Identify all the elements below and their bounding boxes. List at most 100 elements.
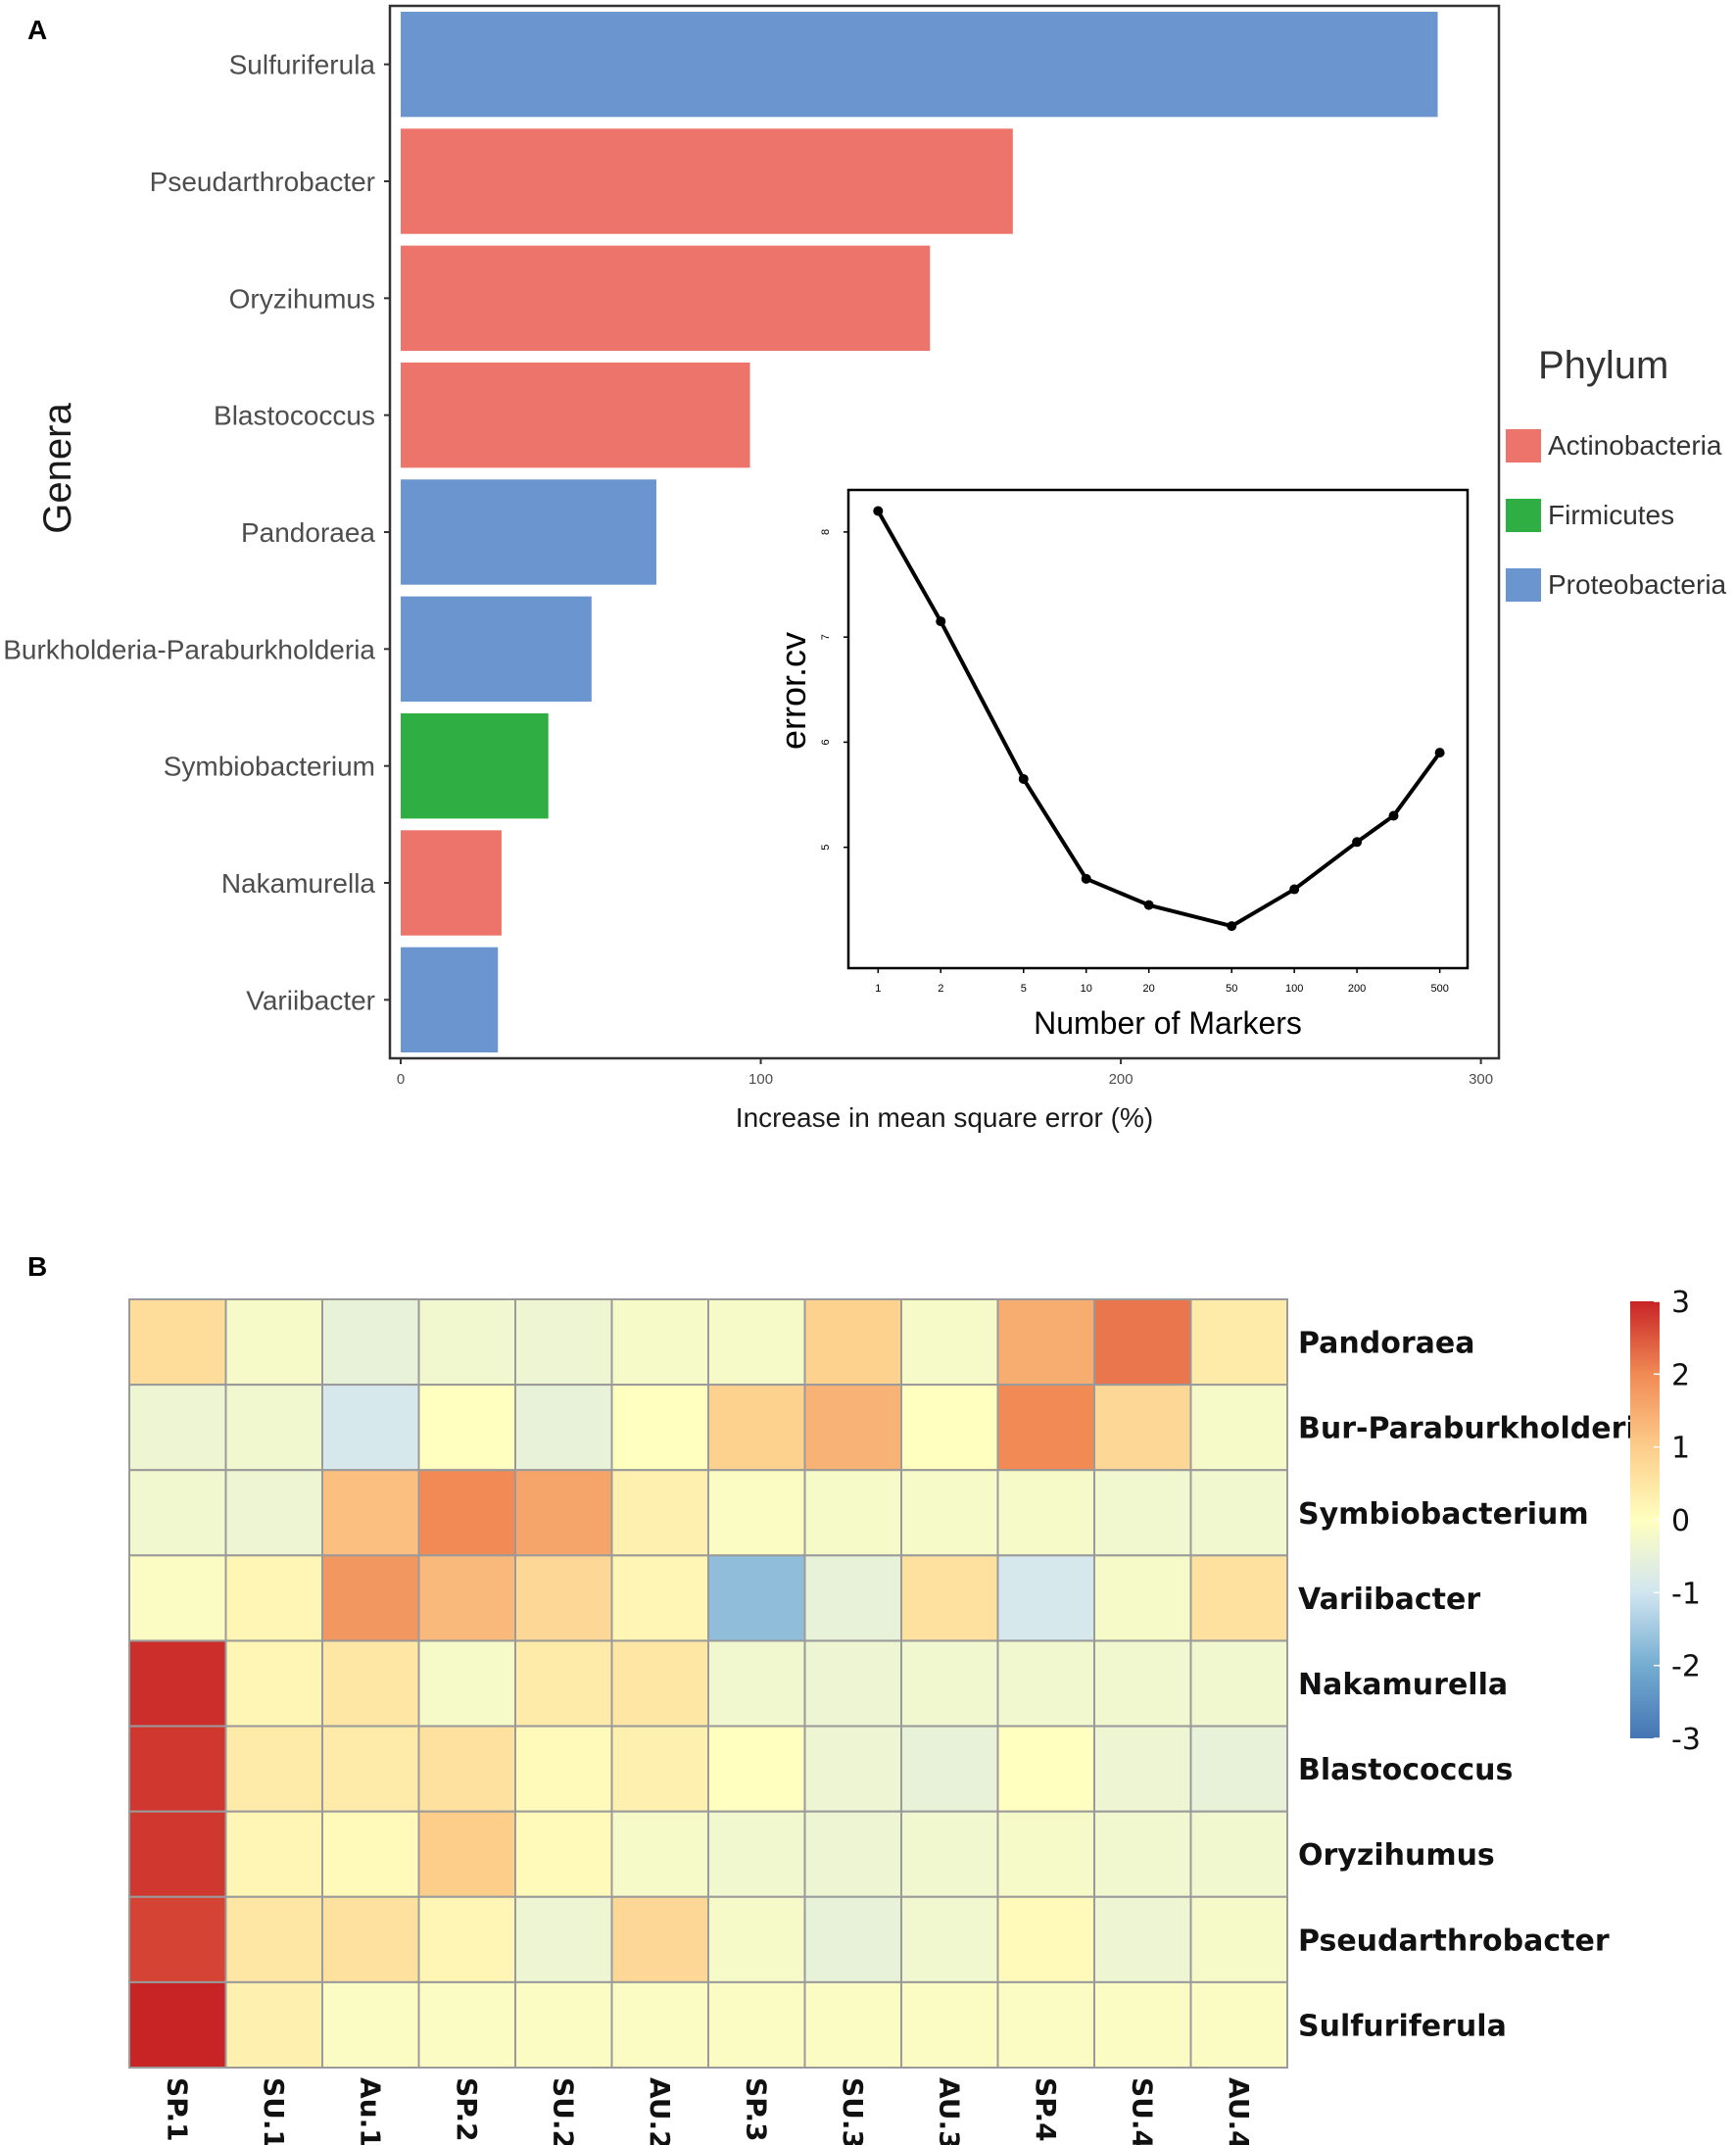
heatmap-cell-nakamurella-au-4: [1189, 1639, 1288, 1728]
heatmap-cell-sulfuriferula-sp-1: [128, 1980, 227, 2070]
heatmap-cell-bur-paraburkholderia-su-1: [224, 1384, 323, 1472]
bar-oryzihumus: [401, 245, 931, 352]
heatmap-cell-nakamurella-au-1: [321, 1639, 420, 1728]
inset-point-20: [1143, 900, 1154, 910]
heatmap-cell-pseudarthrobacter-au-2: [610, 1895, 709, 1983]
heatmap-cell-oryzihumus-au-1: [321, 1810, 420, 1898]
heatmap-cell-pseudarthrobacter-sp-4: [996, 1895, 1095, 1983]
legend-swatch-proteobacteria: [1506, 568, 1541, 602]
heatmap-cell-blastococcus-sp-2: [417, 1725, 516, 1813]
y-tick-label-pandoraea: Pandoraea: [241, 517, 375, 548]
heatmap-cell-symbiobacterium-au-3: [900, 1469, 999, 1557]
y-tick-label-pseudarthrobacter: Pseudarthrobacter: [150, 167, 375, 197]
inset-point-5: [1018, 773, 1029, 784]
inset-point-100: [1289, 884, 1300, 895]
legend-label-proteobacteria: Proteobacteria: [1548, 569, 1727, 600]
legend-label-firmicutes: Firmicutes: [1548, 500, 1674, 530]
heatmap-cell-sulfuriferula-su-2: [514, 1980, 613, 2070]
heatmap-cell-pandoraea-au-4: [1189, 1298, 1288, 1387]
heatmap-cell-bur-paraburkholderia-sp-4: [996, 1384, 1095, 1472]
heatmap-col-label-su-2: SU.2: [547, 2077, 579, 2145]
heatmap-cell-oryzihumus-sp-1: [128, 1810, 227, 1898]
y-tick-label-nakamurella: Nakamurella: [221, 868, 376, 899]
heatmap-cell-nakamurella-sp-4: [996, 1639, 1095, 1728]
bar-pseudarthrobacter: [401, 128, 1013, 234]
inset-error-line: [876, 510, 1442, 929]
heatmap-cell-variibacter-su-2: [514, 1554, 613, 1642]
heatmap-col-label-sp-1: SP.1: [161, 2077, 193, 2142]
y-tick-label-oryzihumus: Oryzihumus: [229, 283, 375, 314]
bar-sulfuriferula: [401, 11, 1438, 118]
y-tick-label-sulfuriferula: Sulfuriferula: [229, 50, 376, 80]
heatmap-cell-sulfuriferula-su-4: [1093, 1980, 1192, 2070]
heatmap-cell-oryzihumus-su-1: [224, 1810, 323, 1898]
panel-a-inset-line-chart: 1 2 5 10 20 50 100 200 500 5 6 7 8 Number of Markers e…: [773, 488, 1470, 1041]
inset-x-tick-label-200: 200: [1348, 983, 1366, 995]
colorbar-tick-label-0: 0: [1671, 1504, 1690, 1538]
inset-x-tick-label-2: 2: [938, 983, 943, 995]
heatmap-cell-variibacter-sp-3: [707, 1554, 806, 1642]
heatmap-cell-oryzihumus-sp-4: [996, 1810, 1095, 1898]
heatmap-cell-blastococcus-sp-1: [128, 1725, 227, 1813]
heatmap-cell-blastococcus-su-1: [224, 1725, 323, 1813]
heatmap-cell-oryzihumus-su-4: [1093, 1810, 1192, 1898]
heatmap-cell-sulfuriferula-sp-4: [996, 1980, 1095, 2070]
x-tick-label-300: 300: [1469, 1071, 1493, 1088]
heatmap-cell-nakamurella-au-2: [610, 1639, 709, 1728]
heatmap-cell-oryzihumus-sp-3: [707, 1810, 806, 1898]
x-tick-label-0: 0: [397, 1071, 405, 1088]
heatmap-cell-symbiobacterium-su-3: [803, 1469, 902, 1557]
heatmap-cell-oryzihumus-au-2: [610, 1810, 709, 1898]
inset-point-200: [1352, 837, 1363, 848]
heatmap-cell-variibacter-su-3: [803, 1554, 902, 1642]
heatmap-cell-symbiobacterium-sp-3: [707, 1469, 806, 1557]
heatmap-cell-bur-paraburkholderia-su-3: [803, 1384, 902, 1472]
heatmap-cell-sulfuriferula-sp-2: [417, 1980, 516, 2070]
inset-y-tick-label-7: 7: [820, 634, 832, 640]
heatmap-cell-pseudarthrobacter-au-3: [900, 1895, 999, 1983]
inset-y-tick-label-8: 8: [820, 529, 832, 535]
legend-title: Phylum: [1538, 344, 1668, 387]
heatmap-col-label-su-4: SU.4: [1126, 2077, 1158, 2145]
heatmap-colorbar: 3 2 1 0 -1 -2 -3: [1630, 1286, 1701, 1757]
heatmap-row-label-bur-paraburkholderia: Bur-Paraburkholderia: [1298, 1412, 1656, 1446]
heatmap-cell-pandoraea-sp-1: [128, 1298, 227, 1387]
heatmap-cell-blastococcus-sp-4: [996, 1725, 1095, 1813]
inset-point-10: [1081, 873, 1091, 884]
heatmap-cell-bur-paraburkholderia-au-1: [321, 1384, 420, 1472]
bar-variibacter: [401, 947, 499, 1053]
heatmap-col-label-su-3: SU.3: [837, 2077, 869, 2145]
heatmap-cell-sulfuriferula-au-3: [900, 1980, 999, 2070]
y-axis-title: Genera: [36, 403, 79, 534]
heatmap-cell-oryzihumus-au-4: [1189, 1810, 1288, 1898]
heatmap-row-label-blastococcus: Blastococcus: [1298, 1753, 1513, 1787]
heatmap-cell-sulfuriferula-au-2: [610, 1980, 709, 2070]
heatmap-cell-nakamurella-su-1: [224, 1639, 323, 1728]
x-tick-label-100: 100: [748, 1071, 773, 1088]
heatmap-cell-pandoraea-su-1: [224, 1298, 323, 1387]
colorbar-tick-label-3: 3: [1671, 1286, 1690, 1320]
heatmap-cell-bur-paraburkholderia-sp-1: [128, 1384, 227, 1472]
heatmap-cell-oryzihumus-su-2: [514, 1810, 613, 1898]
inset-x-tick-label-500: 500: [1430, 983, 1448, 995]
heatmap-col-label-au-4: AU.4: [1223, 2077, 1255, 2145]
inset-x-tick-label-10: 10: [1081, 983, 1092, 995]
heatmap-cell-sulfuriferula-su-3: [803, 1980, 902, 2070]
y-tick-label-blastococcus: Blastococcus: [214, 401, 375, 431]
heatmap-cell-pandoraea-au-3: [900, 1298, 999, 1387]
panel-b-heatmap: Pandoraea Bur-Paraburkholderia Symbiobacte…: [128, 1298, 1656, 2145]
heatmap-cell-pandoraea-su-3: [803, 1298, 902, 1387]
heatmap-cell-blastococcus-su-4: [1093, 1725, 1192, 1813]
heatmap-cell-blastococcus-su-3: [803, 1725, 902, 1813]
heatmap-cell-variibacter-sp-1: [128, 1554, 227, 1642]
heatmap-row-label-oryzihumus: Oryzihumus: [1298, 1838, 1495, 1873]
heatmap-row-label-sulfuriferula: Sulfuriferula: [1298, 2009, 1507, 2043]
bar-pandoraea: [401, 479, 656, 585]
colorbar-tick-label-2: 2: [1671, 1358, 1690, 1392]
legend-swatch-actinobacteria: [1506, 429, 1541, 463]
heatmap-cell-symbiobacterium-au-4: [1189, 1469, 1288, 1557]
y-tick-label-burkholderia-paraburkholderia: Burkholderia-Paraburkholderia: [3, 634, 375, 664]
heatmap-cell-blastococcus-au-4: [1189, 1725, 1288, 1813]
heatmap-cell-nakamurella-su-2: [514, 1639, 613, 1728]
heatmap-cell-symbiobacterium-sp-1: [128, 1469, 227, 1557]
